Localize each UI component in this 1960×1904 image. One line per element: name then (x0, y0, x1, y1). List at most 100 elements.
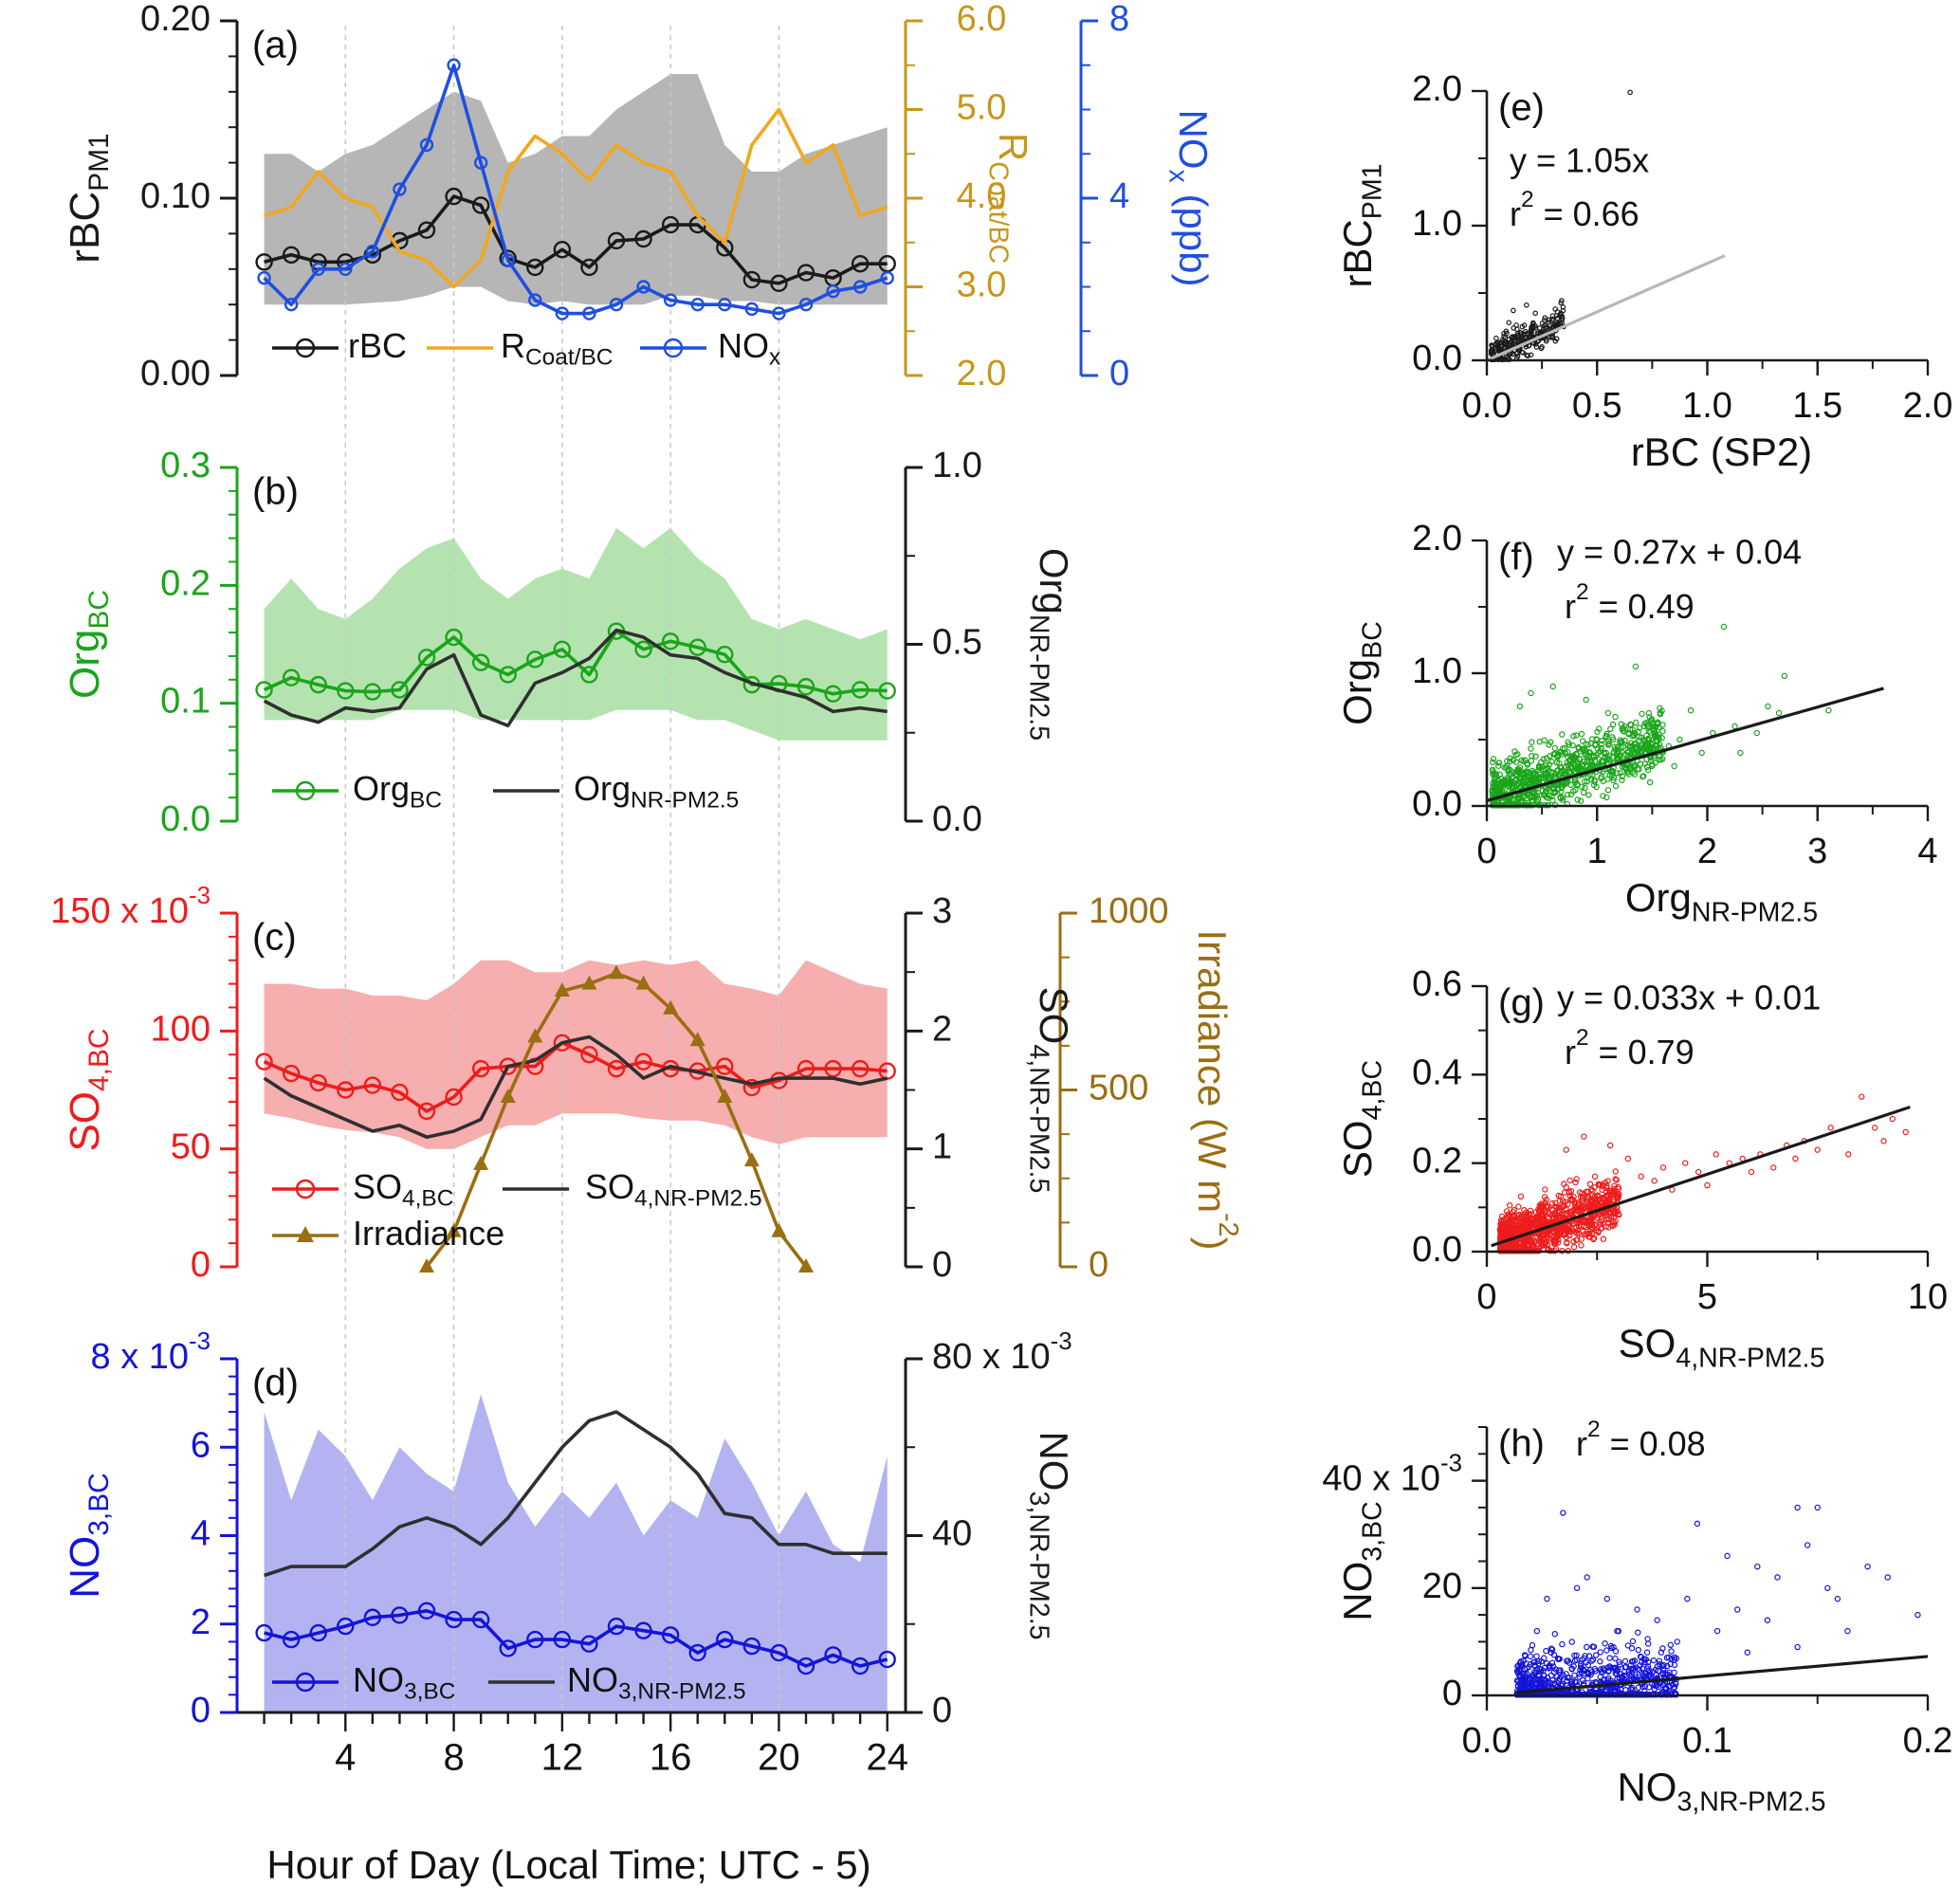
scatter-point-e (1627, 89, 1633, 96)
series-marker-c-0 (282, 1064, 301, 1083)
label-tail: = 0.79 (1589, 1033, 1694, 1071)
scatter-point-h (1530, 1671, 1537, 1678)
series-marker-a-2 (718, 298, 732, 312)
label-tail: (ppb) (1171, 183, 1216, 287)
scatter-point-g (1514, 1215, 1522, 1222)
scatter-point-g (1570, 1243, 1578, 1251)
label-superscript: -3 (189, 1328, 211, 1355)
y-tick-label-right1-c: 0 (932, 1245, 952, 1285)
scatter-point-f (1632, 743, 1639, 751)
series-marker-d-0 (499, 1639, 517, 1657)
scatter-point-f (1607, 767, 1615, 775)
label-subscript: NR-PM2.5 (1692, 897, 1818, 927)
scatter-point-h (1521, 1652, 1529, 1658)
label-main: 40 x 10 (1322, 1459, 1440, 1499)
scatter-x-tick-label-f: 4 (1917, 832, 1937, 871)
scatter-point-f (1551, 788, 1559, 795)
scatter-point-f (1573, 781, 1581, 789)
scatter-point-g (1554, 1232, 1562, 1239)
scatter-point-g (1624, 1155, 1632, 1163)
band-panel-b (264, 527, 888, 741)
scatter-point-g (1595, 1228, 1602, 1235)
scatter-point-g (1523, 1217, 1530, 1225)
scatter-point-g (1545, 1216, 1552, 1222)
label-main: SO (1032, 987, 1076, 1045)
series-marker-c-2 (798, 1258, 814, 1272)
scatter-point-g (1566, 1226, 1572, 1233)
scatter-point-h (1814, 1504, 1821, 1511)
scatter-point-h (1824, 1584, 1831, 1592)
scatter-point-g (1580, 1228, 1586, 1236)
scatter-point-f (1676, 736, 1683, 743)
series-marker-c-2 (473, 1155, 489, 1170)
scatter-point-h (1645, 1658, 1652, 1666)
scatter-point-e (1504, 343, 1510, 350)
scatter-point-e (1525, 353, 1531, 358)
scatter-point-f (1720, 623, 1728, 631)
scatter-point-g (1562, 1199, 1569, 1205)
scatter-point-f (1604, 741, 1612, 748)
scatter-point-g (1584, 1198, 1591, 1205)
label-subscript: x (769, 345, 780, 371)
scatter-point-h (1764, 1617, 1771, 1623)
scatter-y-tick-label-e: 0.0 (1412, 339, 1462, 378)
scatter-point-e (1514, 333, 1521, 339)
series-marker-d-0 (878, 1650, 896, 1669)
series-line-b-1 (263, 628, 888, 728)
scatter-point-h (1864, 1563, 1871, 1570)
y-tick-label-left-d: 4 (191, 1514, 211, 1554)
scatter-point-g (1573, 1176, 1580, 1182)
scatter-point-h (1589, 1657, 1597, 1663)
scatter-y-title-h: NO3,BC (1335, 1501, 1387, 1620)
scatter-point-g (1792, 1155, 1799, 1163)
scatter-point-f (1506, 782, 1513, 789)
scatter-x-title-g: SO4,NR-PM2.5 (1619, 1321, 1825, 1373)
series-marker-a-2 (419, 137, 434, 153)
scatter-point-e (1488, 351, 1494, 357)
scatter-point-h (1655, 1667, 1662, 1675)
scatter-point-g (1694, 1168, 1702, 1176)
scatter-point-g (1520, 1218, 1527, 1226)
scatter-point-g (1572, 1179, 1579, 1186)
scatter-point-f (1607, 725, 1614, 733)
series-marker-c-2 (419, 1258, 434, 1272)
series-marker-c-0 (607, 1059, 626, 1078)
scatter-point-e (1514, 353, 1521, 359)
series-marker-c-2 (581, 975, 597, 990)
label-superscript: 2 (1576, 579, 1589, 605)
fit-r2-f: r2 = 0.49 (1565, 579, 1694, 625)
y-tick-label-right1-a: 5.0 (957, 88, 1007, 128)
scatter-point-h (1660, 1665, 1667, 1672)
scatter-point-f (1631, 732, 1638, 739)
scatter-point-g (1713, 1151, 1720, 1158)
scatter-point-g (1845, 1151, 1852, 1158)
scatter-point-g (1544, 1237, 1550, 1245)
scatter-point-f (1612, 713, 1619, 721)
label-main: R (501, 326, 525, 365)
scatter-point-f (1659, 728, 1666, 735)
fit-line-f (1486, 687, 1884, 802)
scatter-point-g (1558, 1204, 1566, 1211)
scatter-point-h (1684, 1595, 1691, 1602)
scatter-point-h (1651, 1686, 1658, 1693)
legend-label-c-2: Irradiance (353, 1214, 504, 1253)
y-axis-title-left-b: OrgBC (62, 590, 115, 699)
scatter-point-f (1528, 745, 1534, 752)
scatter-point-f (1687, 707, 1694, 714)
series-marker-d-0 (688, 1643, 706, 1662)
scatter-point-h (1550, 1680, 1557, 1687)
series-marker-c-2 (635, 975, 651, 990)
scatter-point-g (1578, 1236, 1585, 1242)
scatter-point-f (1625, 749, 1632, 756)
label-superscript: -3 (1440, 1450, 1462, 1476)
scatter-point-g (1528, 1240, 1535, 1247)
label-tail: = 0.49 (1589, 587, 1694, 626)
series-marker-d-0 (417, 1602, 436, 1620)
scatter-point-h (1612, 1648, 1620, 1655)
scatter-point-h (1581, 1667, 1587, 1674)
scatter-point-h (1517, 1657, 1525, 1665)
series-marker-a-0 (445, 187, 463, 206)
panel-label-a: (a) (252, 25, 299, 66)
scatter-point-g (1527, 1207, 1534, 1215)
y-axis-title-left-d: NO3,BC (62, 1473, 115, 1599)
